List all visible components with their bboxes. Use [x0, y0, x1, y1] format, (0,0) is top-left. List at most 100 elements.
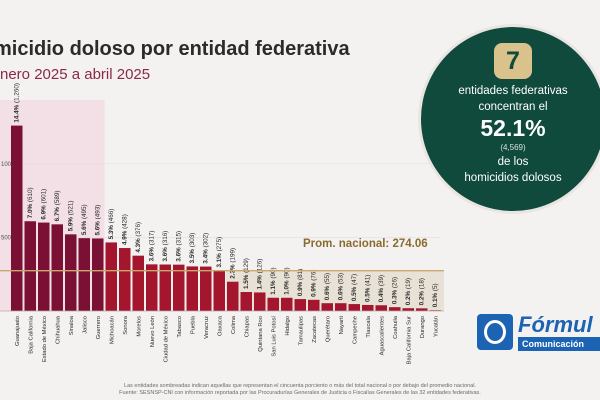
- bar-value-label: 7.0% (610): [27, 187, 34, 218]
- bar: [200, 266, 212, 311]
- category-label: Guerrero: [96, 316, 102, 339]
- category-label: Querétaro: [325, 316, 331, 342]
- bar-value-label: 5.6% (495): [81, 204, 88, 235]
- highlight-absolute: (4,569): [500, 143, 526, 152]
- category-label: Sonora: [123, 315, 129, 334]
- highlight-percent: 52.1%: [480, 115, 546, 141]
- bar-value-label: 0.4% (39): [378, 275, 385, 302]
- bar: [281, 297, 293, 311]
- bar: [65, 234, 77, 311]
- category-label: Aguascalientes: [379, 316, 385, 355]
- category-label: Chihuahua: [55, 315, 61, 344]
- bar: [132, 255, 144, 311]
- bar-value-label: 14.4% (1,260): [14, 83, 21, 123]
- category-label: Baja California: [28, 315, 34, 353]
- page-title: micidio doloso por entidad federativa: [0, 38, 350, 60]
- bar: [227, 281, 239, 311]
- highlight-line-2: concentran el: [478, 101, 548, 113]
- category-label: Estado de México: [42, 316, 48, 362]
- bar: [335, 303, 347, 311]
- bar-value-label: 0.2% (18): [419, 278, 426, 305]
- category-label: Tabasco: [177, 316, 183, 338]
- category-label: Durango: [420, 316, 426, 338]
- bar-value-label: 4.9% (428): [122, 214, 129, 245]
- bar-value-label: 2.3% (199): [230, 248, 237, 279]
- highlight-line-1: entidades federativas: [458, 85, 568, 97]
- bar: [308, 299, 320, 311]
- highlight-circle: 7 entidades federativas concentran el 52…: [421, 27, 600, 211]
- category-label: Chiapas: [244, 316, 250, 337]
- category-label: Nuevo León: [150, 316, 156, 347]
- category-label: Guanajuato: [15, 316, 21, 346]
- bar-value-label: 3.4% (302): [203, 233, 210, 264]
- bar-value-label: 0.6% (53): [338, 273, 345, 300]
- bar-value-label: 0.6% (55): [324, 273, 331, 300]
- category-label: Colima: [231, 315, 237, 334]
- logo-tagline: Comunicación: [518, 337, 600, 351]
- bar: [51, 224, 63, 311]
- logo-badge-icon: [477, 314, 513, 350]
- bar: [105, 242, 117, 311]
- bar-value-label: 6.7% (589): [54, 191, 61, 222]
- bar-value-label: 0.3% (26): [392, 277, 399, 304]
- bar: [186, 266, 198, 311]
- category-label: Jalisco: [82, 316, 88, 334]
- bar: [24, 221, 36, 311]
- highlight-count: 7: [494, 43, 532, 79]
- logo-wordmark: Fórmul: [518, 312, 593, 337]
- bar-value-label: 4.3% (376): [135, 222, 142, 253]
- category-label: Veracruz: [204, 316, 210, 339]
- category-label: Tamaulipas: [298, 316, 304, 345]
- bar: [119, 248, 131, 311]
- footnote-1: Las entidades sombreadas indican aquella…: [124, 383, 476, 389]
- category-label: Ciudad de México: [163, 316, 169, 362]
- bar: [375, 305, 387, 311]
- bar-value-label: 0.9% (76): [311, 270, 318, 297]
- category-label: Coahuila: [393, 315, 399, 339]
- y-tick-label: 500: [1, 235, 12, 241]
- highlight-line-3: de los: [497, 156, 529, 168]
- bar-value-label: 5.6% (493): [95, 205, 102, 236]
- bar: [173, 264, 185, 311]
- bar-value-label: 3.6% (316): [162, 231, 169, 262]
- category-label: Tlaxcala: [366, 315, 372, 337]
- bar: [92, 238, 104, 311]
- bar-value-label: 3.5% (303): [189, 233, 196, 264]
- bar: [213, 270, 225, 311]
- y-tick-label: 1000: [1, 162, 15, 168]
- bar-value-label: 0.2% (19): [405, 278, 412, 305]
- bar: [416, 308, 428, 311]
- bar-value-label: 0.9% (81): [297, 269, 304, 296]
- bar-value-label: 5.9% (521): [68, 201, 75, 232]
- category-label: Morelos: [136, 316, 142, 337]
- bar: [294, 299, 306, 311]
- bar-value-label: 6.9% (601): [41, 189, 48, 220]
- bar-value-label: 5.3% (466): [108, 209, 115, 240]
- category-label: Hidalgo: [285, 316, 291, 336]
- category-label: Sinaloa: [69, 315, 75, 335]
- bar: [267, 297, 279, 311]
- bar-value-label: 1.1% (90): [270, 267, 277, 294]
- bar-value-label: 1.4% (126): [257, 259, 264, 290]
- category-label: Zacatecas: [312, 316, 318, 343]
- highlight-line-4: homicidios dolosos: [464, 172, 562, 184]
- bar-value-label: 0.1% (5): [432, 283, 439, 307]
- category-label: Baja California Sur: [406, 316, 412, 364]
- category-label: Quintana Roo: [258, 316, 264, 352]
- bar: [348, 304, 360, 311]
- bar: [402, 308, 414, 311]
- bar: [362, 304, 374, 311]
- page-subtitle: nero 2025 a abril 2025: [0, 66, 151, 83]
- bar: [146, 264, 158, 311]
- bar: [11, 125, 23, 311]
- footnote-2: Fuente: SESNSP-CNI con información repor…: [119, 390, 481, 396]
- category-label: Oaxaca: [217, 315, 223, 336]
- category-label: Michoacán: [109, 316, 115, 344]
- bar: [159, 264, 171, 311]
- category-label: Nayarit: [339, 316, 345, 335]
- bar: [389, 307, 401, 311]
- formula-logo: Fórmul Comunicación: [477, 312, 600, 354]
- bar-value-label: 0.5% (41): [365, 275, 372, 302]
- bar: [38, 222, 50, 311]
